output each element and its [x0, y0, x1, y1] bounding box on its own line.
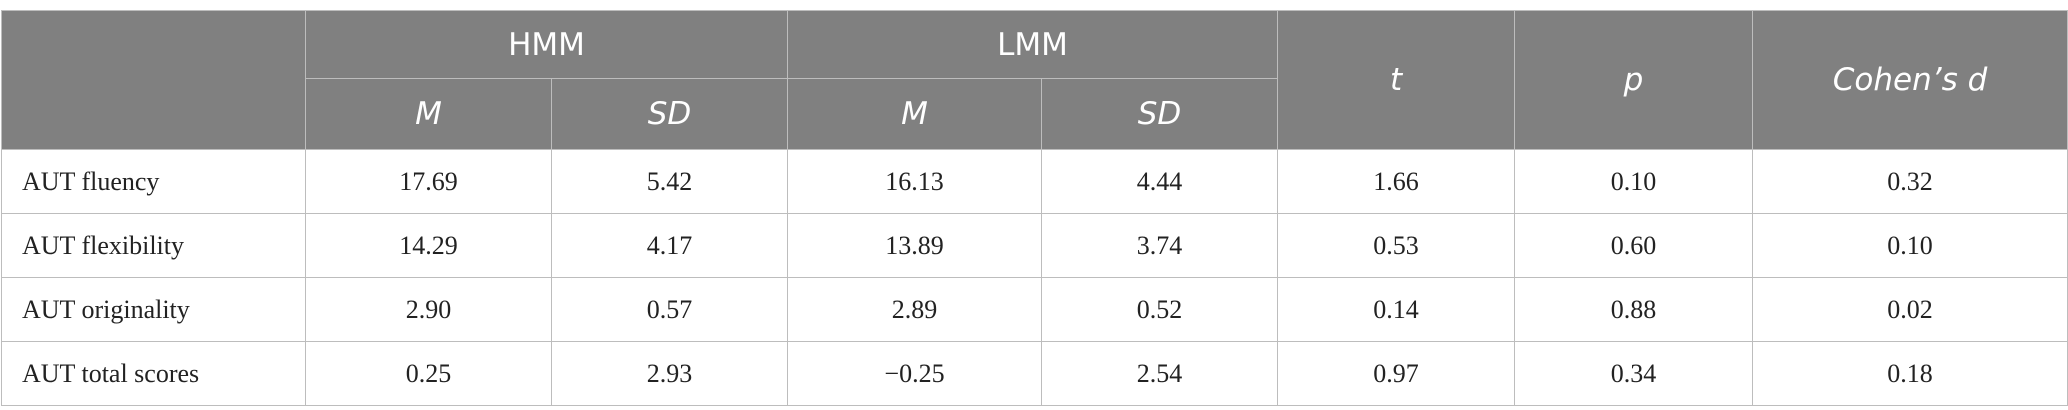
value-cell: 0.14 — [1277, 277, 1516, 342]
sub-header: M — [787, 78, 1042, 150]
row-label: AUT flexibility — [1, 213, 306, 278]
value-cell: 2.90 — [305, 277, 552, 342]
value-cell: 4.17 — [551, 213, 788, 278]
stat-header: t — [1277, 10, 1516, 150]
row-label: AUT originality — [1, 277, 306, 342]
value-cell: 0.02 — [1752, 277, 2068, 342]
value-cell: 0.52 — [1040, 277, 1279, 342]
corner-cell — [1, 10, 306, 150]
value-cell: 4.44 — [1040, 149, 1279, 214]
value-cell: 0.57 — [551, 277, 788, 342]
value-cell: 16.13 — [787, 149, 1042, 214]
value-cell: 0.34 — [1514, 341, 1754, 406]
sub-header: SD — [1040, 78, 1279, 150]
data-row: AUT total scores 0.25 2.93 −0.25 2.54 0.97 0.3… — [1, 341, 2068, 406]
group-header: HMM — [305, 10, 788, 79]
value-cell: 0.60 — [1514, 213, 1754, 278]
value-cell: 2.93 — [551, 341, 788, 406]
value-cell: 0.53 — [1277, 213, 1516, 278]
sub-header: M — [305, 78, 552, 150]
value-cell: 13.89 — [787, 213, 1042, 278]
sub-header: SD — [551, 78, 788, 150]
value-cell: −0.25 — [787, 341, 1042, 406]
data-row: AUT fluency 17.69 5.42 16.13 4.44 1.66 0.10 0.3… — [1, 149, 2068, 214]
value-cell: 17.69 — [305, 149, 552, 214]
value-cell: 0.88 — [1514, 277, 1754, 342]
row-label: AUT total scores — [1, 341, 306, 406]
value-cell: 0.10 — [1514, 149, 1754, 214]
value-cell: 0.32 — [1752, 149, 2068, 214]
value-cell: 14.29 — [305, 213, 552, 278]
value-cell: 5.42 — [551, 149, 788, 214]
value-cell: 0.18 — [1752, 341, 2068, 406]
value-cell: 0.97 — [1277, 341, 1516, 406]
value-cell: 1.66 — [1277, 149, 1516, 214]
data-row: AUT flexibility 14.29 4.17 13.89 3.74 0.53 0.6… — [1, 213, 2068, 278]
value-cell: 3.74 — [1040, 213, 1279, 278]
value-cell: 0.25 — [305, 341, 552, 406]
group-header: LMM — [786, 10, 1279, 79]
value-cell: 2.89 — [787, 277, 1042, 342]
table-body: AUT fluency 17.69 5.42 16.13 4.44 1.66 0.10 0.3… — [1, 149, 2068, 406]
stat-header: p — [1514, 10, 1754, 150]
value-cell: 2.54 — [1040, 341, 1279, 406]
data-row: AUT originality 2.90 0.57 2.89 0.52 0.14 0.88 0… — [1, 277, 2068, 342]
value-cell: 0.10 — [1752, 213, 2068, 278]
results-table: HMM LMM t p Cohen’s d M SD M SD AUT flue… — [1, 10, 2068, 406]
subheader-row: M SD M SD — [2, 78, 2068, 150]
row-label: AUT fluency — [1, 149, 306, 214]
stat-header: Cohen’s d — [1752, 10, 2068, 150]
header-row: HMM LMM t p Cohen’s d — [1, 10, 2068, 150]
